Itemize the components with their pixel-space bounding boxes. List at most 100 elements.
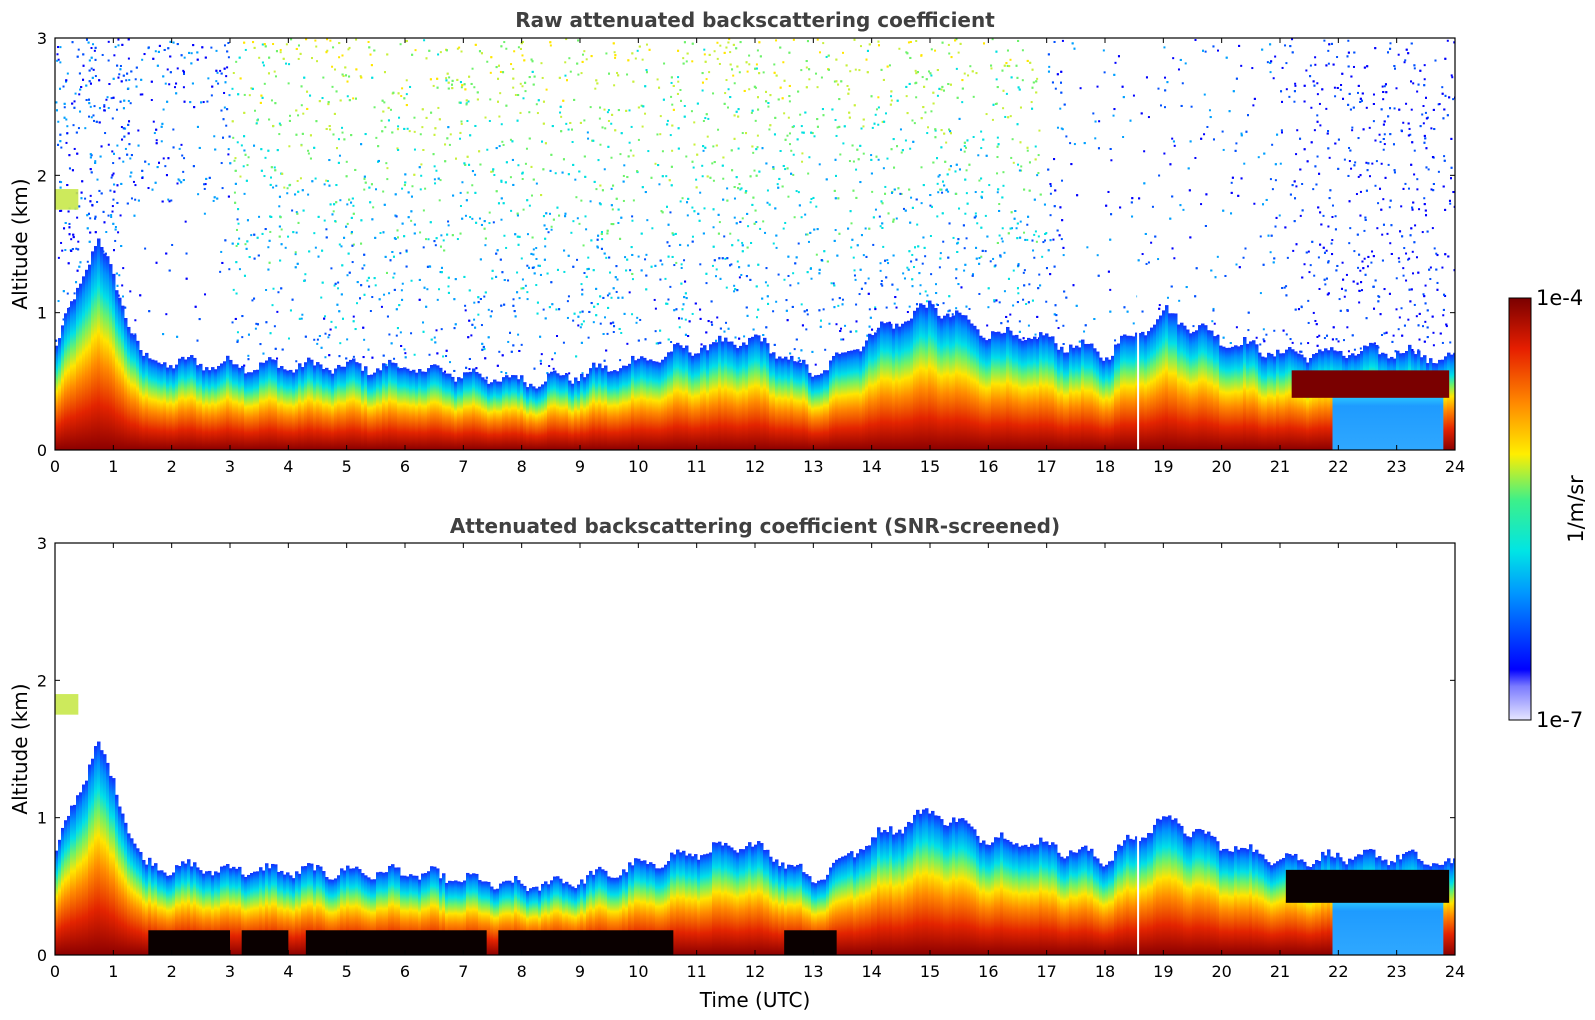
- noise-speck: [274, 169, 277, 172]
- noise-speck: [1192, 325, 1195, 328]
- noise-speck: [708, 53, 711, 56]
- noise-speck: [1347, 103, 1350, 106]
- noise-speck: [1020, 165, 1023, 168]
- noise-speck: [1263, 340, 1266, 343]
- noise-speck: [693, 143, 696, 146]
- noise-speck: [761, 147, 764, 150]
- noise-speck: [1389, 199, 1392, 202]
- noise-speck: [433, 240, 436, 243]
- noise-speck: [1395, 87, 1398, 90]
- noise-speck: [1114, 61, 1117, 64]
- noise-speck: [177, 178, 180, 181]
- noise-speck: [1292, 249, 1295, 252]
- noise-speck: [855, 303, 858, 306]
- noise-speck: [755, 174, 758, 177]
- noise-speck: [623, 312, 626, 315]
- noise-speck: [116, 201, 119, 204]
- noise-speck: [617, 208, 620, 211]
- noise-speck: [596, 303, 599, 306]
- noise-speck: [963, 269, 966, 272]
- noise-speck: [435, 329, 438, 332]
- noise-speck: [303, 76, 306, 79]
- noise-speck: [881, 202, 884, 205]
- noise-speck: [593, 305, 596, 308]
- noise-speck: [880, 280, 883, 283]
- noise-speck: [82, 53, 85, 56]
- noise-speck: [644, 191, 647, 194]
- noise-speck: [675, 261, 678, 264]
- noise-speck: [509, 331, 512, 334]
- noise-speck: [1363, 229, 1366, 232]
- noise-speck: [567, 173, 570, 176]
- noise-speck: [57, 58, 60, 61]
- noise-speck: [212, 199, 215, 202]
- noise-speck: [363, 264, 366, 267]
- noise-speck: [546, 372, 549, 375]
- noise-speck: [1423, 141, 1426, 144]
- noise-speck: [768, 128, 771, 131]
- noise-speck: [1110, 213, 1113, 216]
- noise-speck: [91, 204, 94, 207]
- noise-speck: [501, 140, 504, 143]
- noise-speck: [392, 255, 395, 258]
- noise-speck: [525, 147, 528, 150]
- noise-speck: [1394, 350, 1397, 353]
- noise-speck: [324, 332, 327, 335]
- noise-speck: [549, 212, 552, 215]
- noise-speck: [580, 323, 583, 326]
- noise-speck: [1318, 172, 1321, 175]
- noise-speck: [243, 149, 246, 152]
- noise-speck: [613, 84, 616, 87]
- noise-speck: [474, 173, 477, 176]
- noise-speck: [276, 310, 279, 313]
- noise-speck: [369, 201, 372, 204]
- noise-speck: [502, 71, 505, 74]
- noise-speck: [493, 174, 496, 177]
- noise-speck: [565, 38, 568, 41]
- noise-speck: [1404, 59, 1407, 62]
- noise-speck: [694, 302, 697, 305]
- noise-speck: [1291, 184, 1294, 187]
- noise-speck: [488, 119, 491, 122]
- noise-speck: [1430, 188, 1433, 191]
- noise-speck: [520, 42, 523, 45]
- noise-speck: [405, 249, 408, 252]
- noise-speck: [732, 74, 735, 77]
- noise-speck: [1018, 169, 1021, 172]
- noise-speck: [853, 269, 856, 272]
- noise-speck: [244, 48, 247, 51]
- noise-speck: [874, 208, 877, 211]
- noise-speck: [880, 200, 883, 203]
- noise-speck: [1450, 74, 1453, 77]
- noise-speck: [722, 198, 725, 201]
- noise-speck: [1291, 341, 1294, 344]
- noise-speck: [539, 335, 542, 338]
- noise-speck: [1272, 261, 1275, 264]
- noise-speck: [447, 276, 450, 279]
- noise-speck: [1122, 136, 1125, 139]
- noise-speck: [1398, 260, 1401, 263]
- noise-speck: [729, 63, 732, 66]
- noise-speck: [224, 239, 227, 242]
- noise-speck: [447, 220, 450, 223]
- noise-speck: [1163, 46, 1166, 49]
- noise-speck: [495, 147, 498, 150]
- noise-speck: [507, 340, 510, 343]
- noise-speck: [1397, 53, 1400, 56]
- noise-speck: [543, 224, 546, 227]
- noise-speck: [1311, 240, 1314, 243]
- noise-speck: [1122, 96, 1125, 99]
- noise-speck: [883, 120, 886, 123]
- noise-speck: [447, 285, 450, 288]
- noise-speck: [1411, 206, 1414, 209]
- noise-speck: [835, 134, 838, 137]
- noise-speck: [1036, 315, 1039, 318]
- noise-speck: [163, 48, 166, 51]
- noise-speck: [286, 192, 289, 195]
- noise-speck: [298, 317, 301, 320]
- noise-speck: [63, 116, 66, 119]
- noise-speck: [1382, 148, 1385, 151]
- noise-speck: [1263, 152, 1266, 155]
- noise-speck: [355, 38, 358, 41]
- noise-speck: [1384, 83, 1387, 86]
